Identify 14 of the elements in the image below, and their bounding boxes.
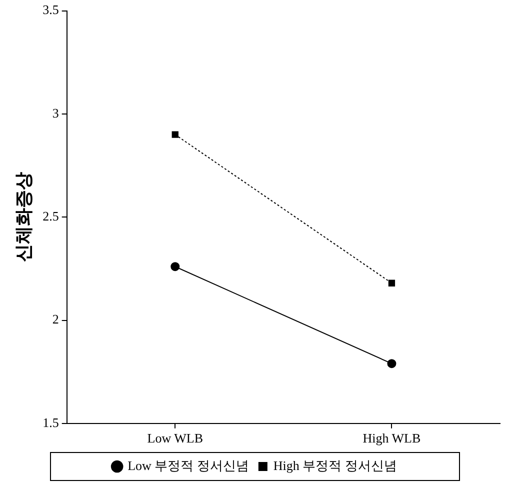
x-tick-label: High WLB [362,430,421,446]
point [387,359,396,368]
legend-label: High 부정적 정서신념 [273,458,397,473]
y-tick-label: 3.5 [42,2,59,18]
y-tick-label: 3 [52,105,59,120]
y-tick-label: 1.5 [42,414,59,430]
point [388,280,396,286]
legend-label: Low 부정적 정서신념 [128,458,249,473]
point [170,262,180,272]
x-tick-label: Low WLB [147,430,204,446]
y-tick-label: 2 [52,312,59,327]
point [172,131,178,138]
y-tick-label: 2.5 [42,208,59,224]
y-axis-title: 신체화증상 [13,172,34,262]
